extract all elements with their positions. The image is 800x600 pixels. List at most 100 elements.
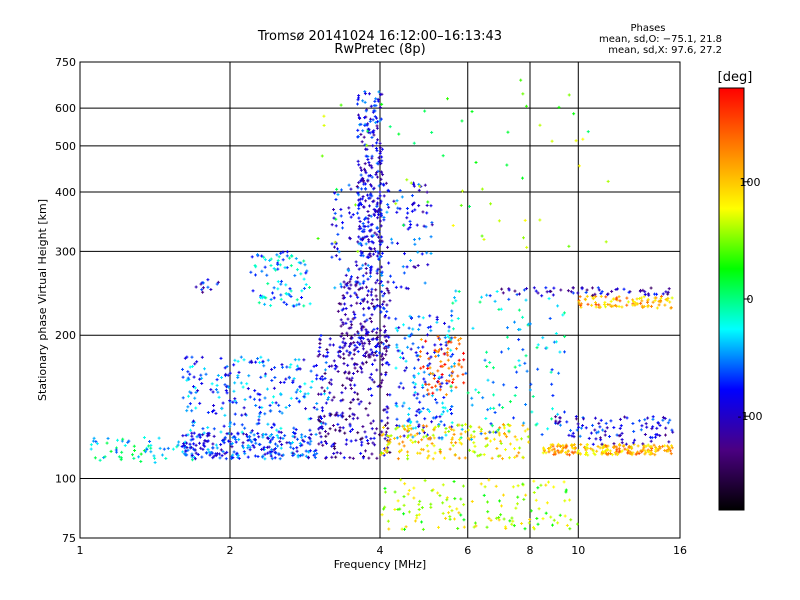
data-point bbox=[558, 513, 562, 517]
data-point bbox=[408, 219, 412, 223]
data-point bbox=[450, 309, 454, 313]
data-point bbox=[266, 422, 270, 426]
data-point bbox=[318, 377, 322, 381]
data-point bbox=[581, 137, 585, 141]
data-point bbox=[642, 446, 646, 450]
data-point bbox=[566, 289, 570, 293]
data-point bbox=[379, 182, 383, 186]
data-point bbox=[204, 451, 208, 455]
data-point bbox=[236, 376, 240, 380]
data-point bbox=[447, 325, 451, 329]
data-point bbox=[263, 457, 267, 461]
data-point bbox=[531, 394, 535, 398]
data-point bbox=[413, 519, 417, 523]
data-point bbox=[571, 286, 575, 290]
data-point bbox=[396, 499, 400, 503]
data-point bbox=[374, 97, 378, 101]
data-point bbox=[260, 269, 264, 273]
data-point bbox=[377, 235, 381, 239]
data-point bbox=[363, 162, 367, 166]
data-point bbox=[564, 488, 568, 492]
data-point bbox=[535, 346, 539, 350]
data-point bbox=[341, 307, 345, 311]
data-point bbox=[421, 345, 425, 349]
data-point bbox=[253, 389, 257, 393]
data-point bbox=[447, 335, 451, 339]
data-point bbox=[344, 386, 348, 390]
data-point bbox=[666, 421, 670, 425]
data-point bbox=[647, 449, 651, 453]
data-point bbox=[251, 443, 255, 447]
data-point bbox=[654, 445, 658, 449]
data-point bbox=[405, 424, 409, 428]
data-point bbox=[250, 429, 254, 433]
data-point bbox=[371, 298, 375, 302]
data-point bbox=[336, 193, 340, 197]
data-point bbox=[437, 424, 441, 428]
data-point bbox=[429, 371, 433, 375]
data-point bbox=[671, 430, 675, 434]
data-point bbox=[441, 406, 445, 410]
data-point bbox=[332, 359, 336, 363]
data-point bbox=[409, 438, 413, 442]
data-point bbox=[233, 381, 237, 385]
data-point bbox=[291, 380, 295, 384]
data-point bbox=[532, 479, 536, 483]
data-point bbox=[370, 166, 374, 170]
data-point bbox=[410, 209, 414, 213]
data-point bbox=[206, 447, 210, 451]
data-point bbox=[379, 372, 383, 376]
data-point bbox=[228, 420, 232, 424]
data-point bbox=[460, 365, 464, 369]
data-point bbox=[557, 371, 561, 375]
data-point bbox=[351, 417, 355, 421]
data-point bbox=[246, 443, 250, 447]
data-point bbox=[460, 427, 464, 431]
data-point bbox=[355, 301, 359, 305]
data-point bbox=[513, 289, 517, 293]
data-point bbox=[280, 365, 284, 369]
data-point bbox=[508, 400, 512, 404]
data-point bbox=[483, 358, 487, 362]
data-point bbox=[451, 380, 455, 384]
data-point bbox=[355, 345, 359, 349]
data-point bbox=[254, 273, 258, 277]
data-point bbox=[514, 386, 518, 390]
data-point bbox=[449, 407, 453, 411]
data-point bbox=[473, 444, 477, 448]
data-point bbox=[333, 240, 337, 244]
data-point bbox=[272, 422, 276, 426]
data-point bbox=[360, 328, 364, 332]
data-point bbox=[417, 513, 421, 517]
data-point bbox=[292, 377, 296, 381]
data-point bbox=[549, 289, 553, 293]
data-point bbox=[323, 371, 327, 375]
data-point bbox=[567, 453, 571, 457]
data-point bbox=[380, 265, 384, 269]
data-point bbox=[595, 449, 599, 453]
data-point bbox=[258, 393, 262, 397]
data-point bbox=[250, 360, 254, 364]
data-point bbox=[625, 416, 629, 420]
data-point bbox=[349, 400, 353, 404]
data-point bbox=[269, 264, 273, 268]
data-point bbox=[333, 367, 337, 371]
data-point bbox=[341, 411, 345, 415]
data-point bbox=[409, 181, 413, 185]
data-point bbox=[380, 102, 384, 106]
data-point bbox=[372, 207, 376, 211]
data-point bbox=[445, 381, 449, 385]
data-point bbox=[276, 280, 280, 284]
data-point bbox=[636, 444, 640, 448]
data-point bbox=[388, 438, 392, 442]
data-point bbox=[378, 146, 382, 150]
data-point bbox=[334, 455, 338, 459]
data-point bbox=[329, 412, 333, 416]
data-point bbox=[394, 427, 398, 431]
data-point bbox=[639, 296, 643, 300]
data-point bbox=[166, 446, 170, 450]
data-point bbox=[425, 190, 429, 194]
data-point bbox=[249, 270, 253, 274]
data-point bbox=[257, 442, 261, 446]
data-point bbox=[232, 422, 236, 426]
